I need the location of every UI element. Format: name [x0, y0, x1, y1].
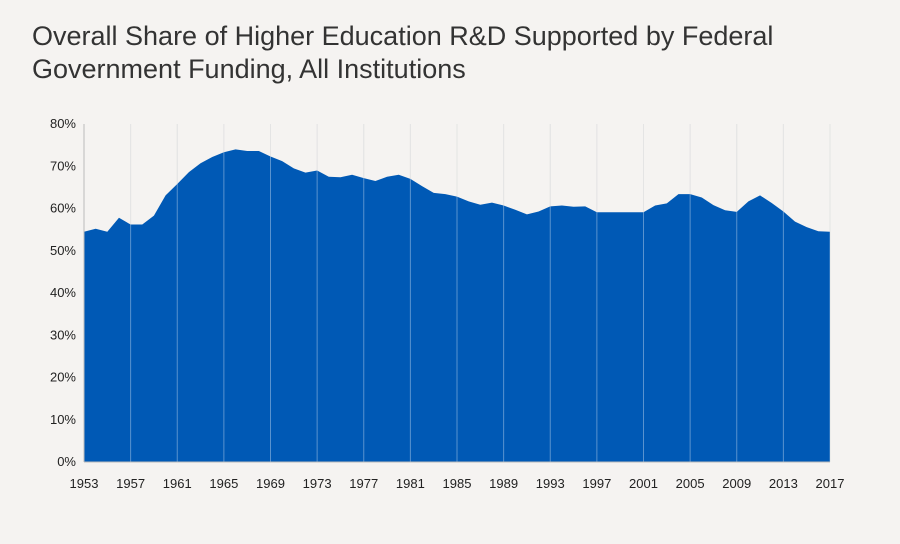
y-tick-label: 0% — [57, 454, 76, 469]
x-tick-label: 1973 — [303, 476, 332, 491]
x-tick-label: 1965 — [209, 476, 238, 491]
chart-title: Overall Share of Higher Education R&D Su… — [32, 21, 774, 84]
x-tick-label: 1961 — [163, 476, 192, 491]
y-tick-label: 40% — [50, 285, 76, 300]
y-tick-label: 10% — [50, 412, 76, 427]
x-tick-label: 1981 — [396, 476, 425, 491]
y-tick-label: 60% — [50, 201, 76, 216]
y-tick-label: 50% — [50, 243, 76, 258]
y-tick-label: 30% — [50, 327, 76, 342]
x-tick-label: 1977 — [349, 476, 378, 491]
y-tick-label: 80% — [50, 116, 76, 131]
x-tick-label: 2009 — [722, 476, 751, 491]
x-tick-label: 2017 — [816, 476, 845, 491]
x-tick-label: 1969 — [256, 476, 285, 491]
x-tick-label: 1953 — [70, 476, 99, 491]
x-tick-label: 2013 — [769, 476, 798, 491]
y-tick-label: 20% — [50, 370, 76, 385]
x-tick-label: 1985 — [443, 476, 472, 491]
x-tick-label: 1957 — [116, 476, 145, 491]
x-tick-label: 2005 — [676, 476, 705, 491]
x-tick-label: 2001 — [629, 476, 658, 491]
y-tick-label: 70% — [50, 158, 76, 173]
x-tick-label: 1993 — [536, 476, 565, 491]
axes: 0% 10% 20% 30% 40% 50% 60% 70% 80% 1953 1957 1961 19… — [50, 116, 844, 491]
plot-area — [83, 124, 831, 462]
area-series — [84, 149, 830, 462]
x-tick-label: 1989 — [489, 476, 518, 491]
x-tick-label: 1997 — [582, 476, 611, 491]
